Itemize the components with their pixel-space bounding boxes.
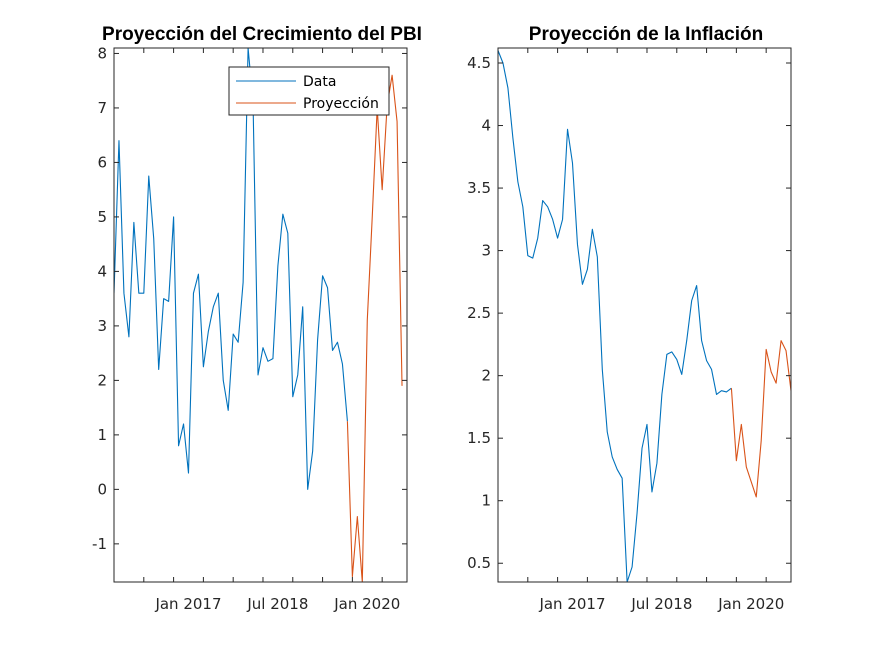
legend-label-data: Data — [303, 74, 336, 90]
legend-label-forecast: Proyección — [303, 96, 379, 112]
y-tick-label: 2 — [97, 371, 107, 389]
chart-title: Proyección de la Inflación — [529, 24, 763, 45]
y-tick-label: 0.5 — [467, 554, 491, 572]
axes-box — [113, 47, 408, 583]
y-tick-label: 0 — [97, 480, 107, 498]
inflation-chart: Proyección de la Inflación 0.5 1 1.5 2 2.5 3 3… — [467, 24, 792, 613]
y-tick-label: 1 — [481, 492, 491, 510]
y-tick-label: 4 — [97, 262, 107, 280]
legend: Data Proyección — [228, 66, 390, 116]
x-tick-label: Jan 2017 — [154, 595, 221, 613]
y-tick-label: 1.5 — [467, 429, 491, 447]
y-tick-label: 2.5 — [467, 304, 491, 322]
x-tick-label: Jul 2018 — [246, 595, 308, 613]
y-tick-label: -1 — [92, 535, 107, 553]
x-tick-label: Jul 2018 — [630, 595, 692, 613]
y-tick-label: 3 — [97, 317, 107, 335]
y-tick-label: 4.5 — [467, 54, 491, 72]
plot-area: 0.5 1 1.5 2 2.5 3 3.5 4 4.5 Jan 2017 Jul 2018 Jan 2… — [467, 47, 792, 613]
series-line-forecast — [346, 74, 403, 582]
x-tick-label: Jan 2017 — [538, 595, 605, 613]
x-tick-label: Jan 2020 — [333, 595, 400, 613]
y-tick-label: 2 — [481, 367, 491, 385]
axes-box — [497, 47, 792, 583]
y-tick-label: 4 — [481, 117, 491, 135]
y-tick-label: 3.5 — [467, 179, 491, 197]
y-tick-label: 6 — [97, 153, 107, 171]
y-tick-label: 8 — [97, 44, 107, 62]
series-line-data — [498, 50, 732, 582]
y-tick-label: 5 — [97, 208, 107, 226]
series-line-forecast — [730, 340, 791, 498]
x-tick-label: Jan 2020 — [717, 595, 784, 613]
y-tick-label: 7 — [97, 99, 107, 117]
chart-title: Proyección del Crecimiento del PBI — [102, 24, 422, 45]
plot-area: -1 0 1 2 3 4 5 6 7 8 Jan 2017 Jul 2018 Jan 2020 — [92, 44, 408, 613]
y-tick-label: 3 — [481, 242, 491, 260]
series-line-data — [114, 48, 348, 490]
gdp-growth-chart: Proyección del Crecimiento del PBI -1 0 1 2… — [92, 24, 422, 613]
legend-box — [228, 66, 390, 116]
y-tick-label: 1 — [97, 426, 107, 444]
